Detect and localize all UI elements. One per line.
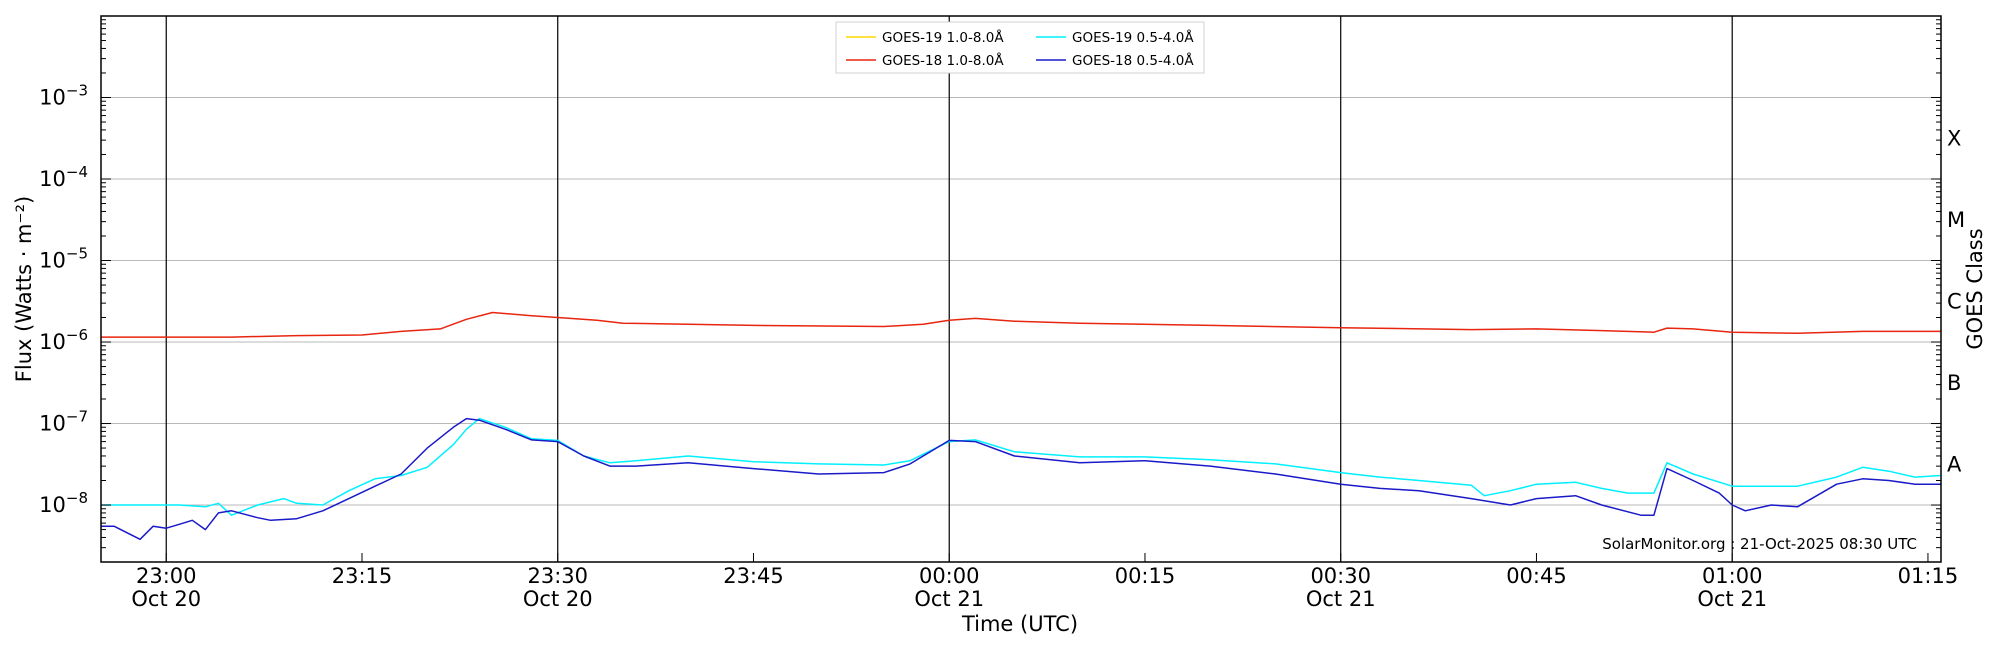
x-tick-label: 00:15 [1115, 564, 1176, 588]
goes-class-labels: A B C M X [1947, 126, 1965, 476]
goes-class-label: B [1947, 371, 1961, 395]
x-tick-label: 01:00 [1702, 564, 1763, 588]
legend-label: GOES-18 0.5-4.0Å [1072, 52, 1194, 69]
x-tick-label: 23:30 [527, 564, 588, 588]
x-tick-date-label: Oct 20 [131, 587, 201, 611]
x-tick-date-label: Oct 21 [914, 587, 984, 611]
goes-class-label: X [1947, 126, 1961, 150]
x-tick-label: 23:00 [136, 564, 197, 588]
series-lines [101, 311, 1941, 541]
time-markers [165, 16, 1733, 562]
x-tick-label: 00:00 [919, 564, 980, 588]
credit-text: SolarMonitor.org : 21-Oct-2025 08:30 UTC [1602, 535, 1917, 553]
x-tick-date-label: Oct 21 [1697, 587, 1767, 611]
y-tick-label: 10−6 [39, 326, 88, 354]
goes-class-title: GOES Class [1963, 228, 1987, 349]
y-tick-label: 10−3 [39, 82, 88, 110]
goes-class-label: C [1947, 289, 1962, 313]
legend-label: GOES-19 0.5-4.0Å [1072, 29, 1194, 46]
y-axis-title: Flux (Watts · m⁻²) [12, 196, 36, 382]
series-line [101, 311, 1941, 338]
x-tick-label: 23:15 [332, 564, 393, 588]
axis-ticks [101, 19, 1941, 563]
plot-frame [100, 15, 1942, 563]
x-tick-label: 00:45 [1506, 564, 1567, 588]
y-tick-labels: 10−8 10−7 10−6 10−5 10−4 10−3 [39, 82, 88, 518]
legend: GOES-19 1.0-8.0Å GOES-19 0.5-4.0Å GOES-18 … [835, 21, 1205, 74]
goes-class-label: M [1947, 208, 1965, 232]
y-tick-label: 10−4 [39, 163, 88, 191]
goes-class-label: A [1947, 452, 1962, 476]
y-tick-label: 10−7 [39, 408, 88, 436]
legend-label: GOES-19 1.0-8.0Å [882, 29, 1004, 46]
series-line [101, 417, 1941, 516]
y-tick-label: 10−8 [39, 489, 88, 517]
x-tick-date-label: Oct 21 [1306, 587, 1376, 611]
series-line [101, 417, 1941, 541]
x-tick-label: 23:45 [723, 564, 784, 588]
grid-lines [101, 97, 1941, 506]
x-tick-label: 01:15 [1898, 564, 1959, 588]
x-axis-title: Time (UTC) [961, 612, 1078, 636]
x-tick-label: 00:30 [1310, 564, 1371, 588]
y-tick-label: 10−5 [39, 245, 88, 273]
legend-box [835, 21, 1205, 74]
legend-label: GOES-18 1.0-8.0Å [882, 52, 1004, 69]
x-tick-date-label: Oct 20 [523, 587, 593, 611]
